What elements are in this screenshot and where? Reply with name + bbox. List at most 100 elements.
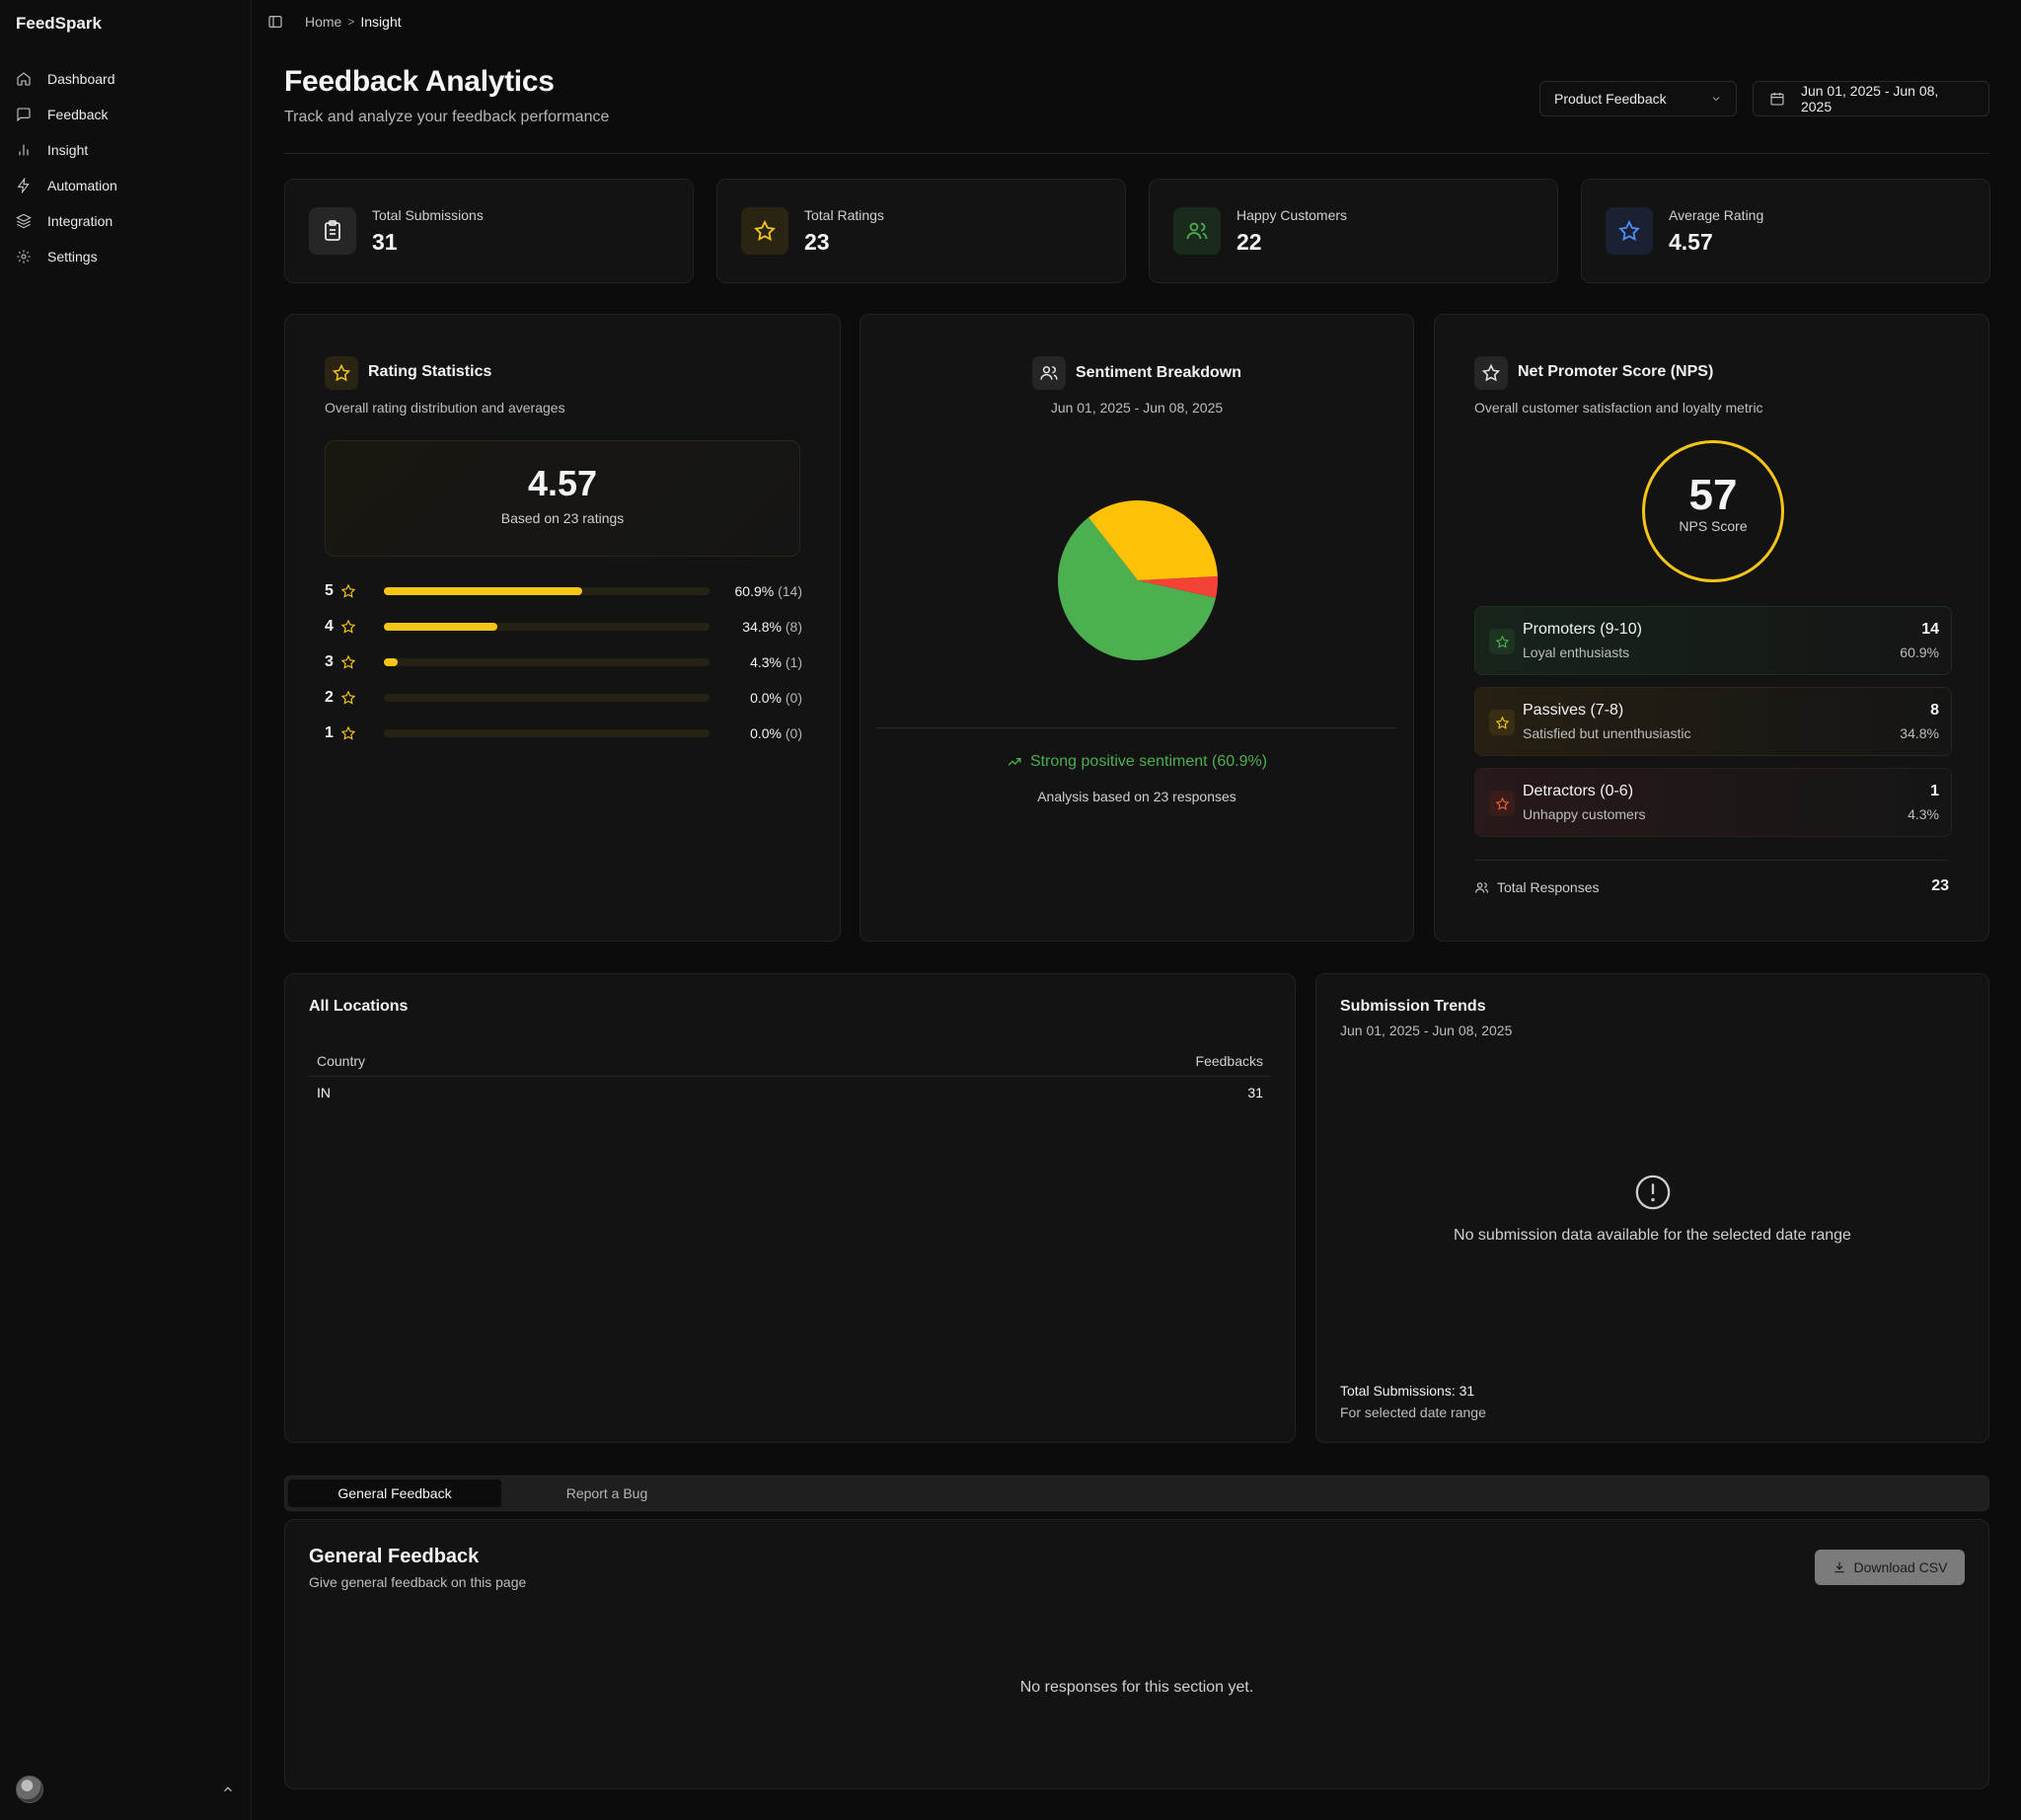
rating-stars-label: 2 xyxy=(325,689,334,706)
users-icon xyxy=(1173,207,1221,255)
avatar[interactable] xyxy=(16,1776,43,1803)
rating-count: (0) xyxy=(785,690,802,706)
rating-pct-value: 60.9% xyxy=(734,583,775,599)
date-range-value: Jun 01, 2025 - Jun 08, 2025 xyxy=(1800,83,1939,114)
segment-title: Promoters (9-10) xyxy=(1523,621,1642,638)
column-header-country: Country xyxy=(317,1053,366,1069)
nps-score: 57 xyxy=(1688,471,1738,519)
stat-value: 22 xyxy=(1236,229,1262,255)
form-select[interactable]: Product Feedback xyxy=(1539,81,1737,116)
rating-pct-value: 0.0% xyxy=(750,725,782,741)
panel-title: Net Promoter Score (NPS) xyxy=(1518,363,1714,380)
star-icon xyxy=(1489,629,1515,654)
sidebar-item-insight[interactable]: Insight xyxy=(8,132,243,168)
download-csv-label: Download CSV xyxy=(1853,1559,1948,1575)
rating-stars-label: 3 xyxy=(325,653,334,670)
stat-card-happy-customers: Happy Customers 22 xyxy=(1149,179,1558,283)
sidebar-item-automation[interactable]: Automation xyxy=(8,168,243,203)
app-logo[interactable]: FeedSpark xyxy=(16,14,102,33)
alert-circle-icon xyxy=(1635,1175,1671,1210)
stat-label: Total Submissions xyxy=(372,207,484,223)
column-header-feedbacks: Feedbacks xyxy=(1195,1053,1263,1069)
rating-row: 2 0.0% (0) xyxy=(325,688,802,708)
stat-card-average-rating: Average Rating 4.57 xyxy=(1581,179,1990,283)
header-divider xyxy=(284,153,1989,154)
download-csv-button[interactable]: Download CSV xyxy=(1815,1550,1965,1585)
rating-count: (14) xyxy=(778,583,802,599)
rating-stars-label: 4 xyxy=(325,618,334,635)
segment-count: 8 xyxy=(1930,702,1939,719)
rating-statistics-panel: Rating Statistics Overall rating distrib… xyxy=(284,314,841,942)
sentiment-date-range: Jun 01, 2025 - Jun 08, 2025 xyxy=(1050,400,1224,416)
segment-pct: 34.8% xyxy=(1900,725,1939,741)
tab-general-feedback[interactable]: General Feedback xyxy=(288,1479,501,1507)
panel-header: Sentiment Breakdown xyxy=(861,356,1413,390)
locations-panel: All Locations Country Feedbacks IN 31 xyxy=(284,973,1296,1443)
message-square-icon xyxy=(17,108,31,122)
stat-label: Total Ratings xyxy=(804,207,884,223)
bar-chart-icon xyxy=(19,144,29,156)
rating-stars-label: 5 xyxy=(325,582,334,599)
zap-icon xyxy=(17,178,30,193)
sentiment-summary: Strong positive sentiment (60.9%) xyxy=(861,753,1413,771)
breadcrumb: Home > Insight xyxy=(267,12,402,32)
rating-percentage: 0.0% (0) xyxy=(750,725,802,741)
pie-slice-neutral xyxy=(1088,500,1218,580)
trending-up-icon xyxy=(1008,758,1021,766)
breadcrumb-current: Insight xyxy=(360,14,402,30)
segment-count: 14 xyxy=(1921,621,1939,638)
sidebar-item-label: Automation xyxy=(47,178,117,193)
feedback-tabs: General Feedback Report a Bug xyxy=(284,1476,1989,1511)
user-menu[interactable] xyxy=(16,1775,235,1804)
sidebar-item-settings[interactable]: Settings xyxy=(8,239,243,274)
nps-panel: Net Promoter Score (NPS) Overall custome… xyxy=(1434,314,1989,942)
sidebar-item-dashboard[interactable]: Dashboard xyxy=(8,61,243,97)
sidebar-item-integration[interactable]: Integration xyxy=(8,203,243,239)
page-subtitle: Track and analyze your feedback performa… xyxy=(284,109,610,125)
rating-pct-value: 0.0% xyxy=(750,690,782,706)
rating-percentage: 0.0% (0) xyxy=(750,690,802,706)
segment-desc: Satisfied but unenthusiastic xyxy=(1523,725,1691,741)
general-feedback-panel: General Feedback Give general feedback o… xyxy=(284,1519,1989,1789)
star-icon xyxy=(340,654,356,669)
nps-detractors: Detractors (0-6) Unhappy customers 1 4.3… xyxy=(1474,768,1952,837)
star-icon xyxy=(340,583,356,598)
rating-count: (0) xyxy=(785,725,802,741)
panel-title: Rating Statistics xyxy=(368,363,492,380)
download-icon xyxy=(1834,1561,1844,1573)
sidebar-item-label: Settings xyxy=(47,249,98,265)
pie-slice-positive xyxy=(1058,517,1216,660)
breadcrumb-home[interactable]: Home xyxy=(305,14,342,30)
tab-report-a-bug[interactable]: Report a Bug xyxy=(565,1485,648,1501)
stat-value: 31 xyxy=(372,229,398,255)
rating-count: (1) xyxy=(785,654,802,670)
sidebar-toggle-icon[interactable] xyxy=(267,14,283,30)
star-icon xyxy=(340,690,356,705)
rating-row: 3 4.3% (1) xyxy=(325,652,802,672)
panel-title: All Locations xyxy=(309,998,409,1015)
total-responses-label: Total Responses xyxy=(1497,879,1600,895)
segment-title: Passives (7-8) xyxy=(1523,702,1624,719)
rating-pct-value: 34.8% xyxy=(742,619,782,635)
submission-trends-panel: Submission Trends Jun 01, 2025 - Jun 08,… xyxy=(1315,973,1989,1443)
rating-bar-track xyxy=(384,729,710,737)
sentiment-breakdown-panel: Sentiment Breakdown Jun 01, 2025 - Jun 0… xyxy=(860,314,1414,942)
table-header: Country Feedbacks xyxy=(309,1045,1271,1077)
star-icon xyxy=(1489,710,1515,735)
sentiment-summary-text: Strong positive sentiment (60.9%) xyxy=(1029,753,1268,770)
rating-bar-track xyxy=(384,694,710,702)
breadcrumb-separator: > xyxy=(347,15,355,29)
cell-country: IN xyxy=(317,1085,331,1100)
rating-percentage: 60.9% (14) xyxy=(735,583,803,599)
star-icon xyxy=(340,725,356,740)
rating-pct-value: 4.3% xyxy=(750,654,782,670)
calendar-icon xyxy=(1770,93,1784,106)
stat-value: 4.57 xyxy=(1669,229,1713,255)
gear-icon xyxy=(17,250,31,264)
rating-bar-track xyxy=(384,658,710,666)
sidebar-item-feedback[interactable]: Feedback xyxy=(8,97,243,132)
chevron-up-icon[interactable] xyxy=(221,1782,235,1796)
cell-feedbacks: 31 xyxy=(1247,1085,1263,1100)
star-icon xyxy=(1474,356,1508,390)
date-range-picker[interactable]: Jun 01, 2025 - Jun 08, 2025 xyxy=(1753,81,1989,116)
